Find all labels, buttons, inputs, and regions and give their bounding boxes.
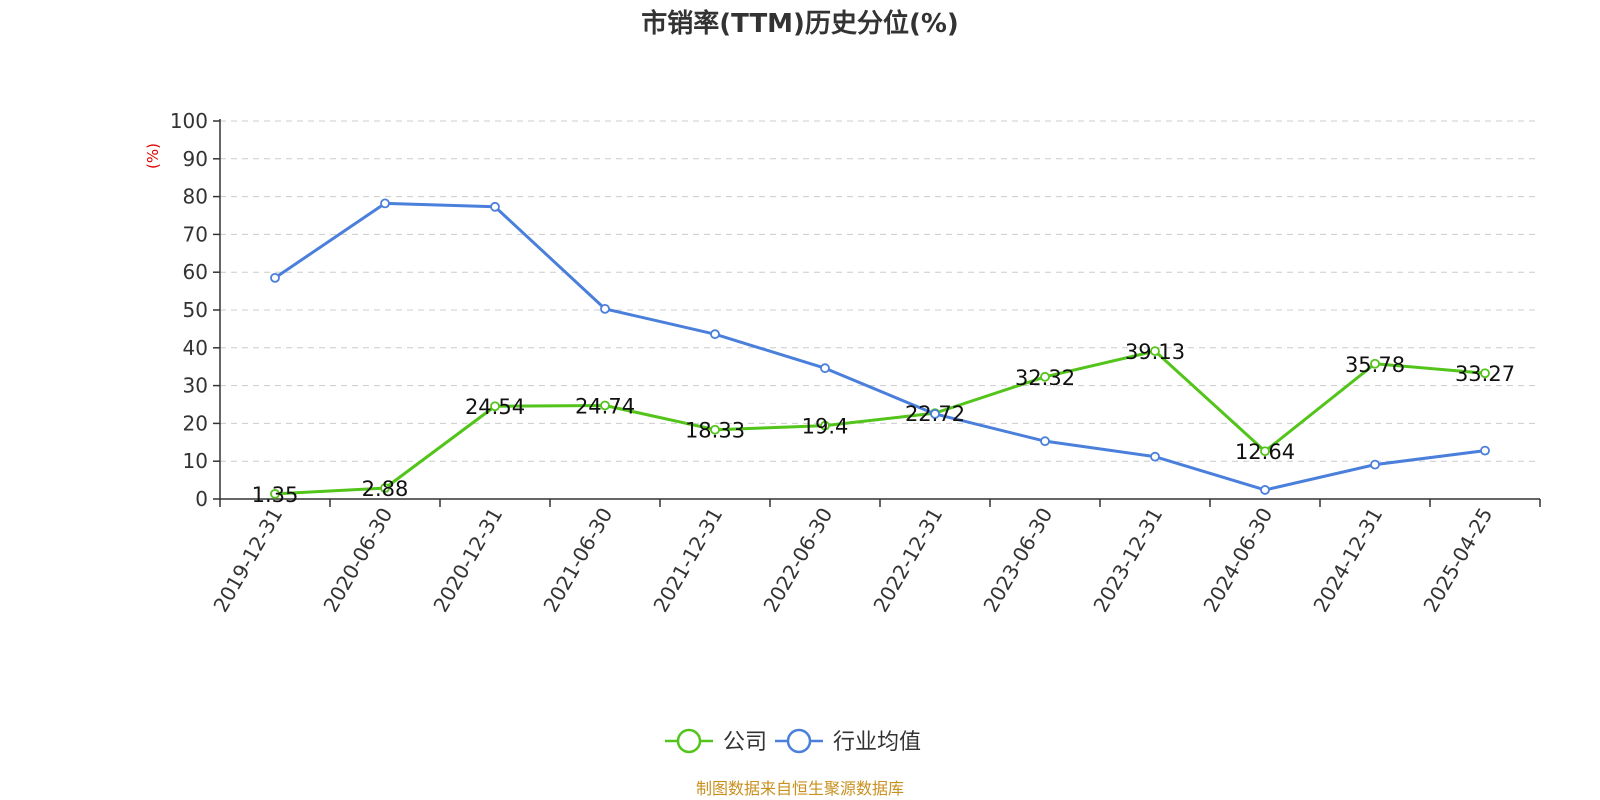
x-tick-label: 2022-12-31 bbox=[868, 504, 947, 617]
y-tick-label: 30 bbox=[183, 374, 208, 398]
data-label: 24.74 bbox=[575, 394, 635, 418]
series-line-1 bbox=[274, 201, 1486, 492]
y-tick-label: 20 bbox=[183, 411, 208, 435]
data-point-s0-5 bbox=[820, 420, 830, 431]
y-tick-label: 80 bbox=[183, 185, 208, 209]
data-label: 33.27 bbox=[1455, 362, 1515, 386]
data-point-s0-10 bbox=[1370, 358, 1380, 369]
y-tick-label: 70 bbox=[183, 222, 208, 246]
x-tick-label: 2021-12-31 bbox=[648, 504, 727, 617]
data-point-s1-9 bbox=[1260, 485, 1270, 495]
data-point-s0-0 bbox=[270, 488, 280, 499]
data-point-s0-2 bbox=[490, 401, 500, 412]
data-point-s0-3 bbox=[600, 400, 610, 411]
data-label: 1.35 bbox=[252, 483, 299, 507]
data-point-s1-0 bbox=[270, 272, 280, 283]
data-label: 18.33 bbox=[685, 419, 745, 443]
data-point-s0-8 bbox=[1150, 346, 1160, 356]
y-tick-label: 90 bbox=[183, 147, 208, 171]
data-label: 2.88 bbox=[362, 477, 409, 501]
data-point-s1-11 bbox=[1480, 445, 1490, 456]
legend-label: 行业均值 bbox=[833, 730, 921, 755]
y-tick-label: 100 bbox=[170, 109, 208, 133]
x-tick-label: 2024-12-31 bbox=[1308, 504, 1387, 617]
x-tick-label: 2023-12-31 bbox=[1088, 504, 1167, 617]
x-tick-label: 2025-04-25 bbox=[1418, 504, 1497, 617]
data-point-s0-7 bbox=[1040, 371, 1050, 382]
data-point-s1-3 bbox=[600, 303, 610, 314]
y-tick-label: 60 bbox=[183, 260, 208, 284]
grid-lines bbox=[220, 120, 1540, 462]
legend-swatch-marker bbox=[676, 728, 702, 754]
data-label: 12.64 bbox=[1235, 440, 1295, 464]
data-labels: 1.35 2.88 24.54 24.74 18.33 19.4 22.72 32.32 39.… bbox=[252, 340, 1515, 507]
data-point-s0-1 bbox=[380, 483, 390, 494]
data-point-s1-10 bbox=[1370, 459, 1380, 470]
axes: 0 10 20 30 40 50 60 70 80 90 100 2019-12-31 2020-06-… bbox=[170, 109, 1541, 617]
legend[interactable]: 公司 行业均值 bbox=[665, 728, 921, 755]
x-tick-label: 2024-06-30 bbox=[1198, 504, 1277, 617]
y-tick-label: 40 bbox=[183, 336, 208, 360]
data-point-s1-2 bbox=[490, 201, 500, 212]
legend-item-0[interactable]: 公司 bbox=[665, 728, 767, 755]
x-tick-label: 2022-06-30 bbox=[758, 504, 837, 617]
data-point-s1-5 bbox=[820, 363, 830, 374]
data-point-s0-11 bbox=[1480, 368, 1490, 379]
data-label: 35.78 bbox=[1345, 353, 1405, 377]
data-label: 39.13 bbox=[1125, 340, 1185, 364]
x-tick-label: 2019-12-31 bbox=[208, 504, 287, 617]
legend-label: 公司 bbox=[723, 730, 767, 755]
data-point-s1-1 bbox=[380, 198, 390, 209]
source-note: 制图数据来自恒生聚源数据库 bbox=[696, 779, 904, 798]
legend-item-1[interactable]: 行业均值 bbox=[775, 728, 921, 755]
data-point-s1-8 bbox=[1150, 451, 1160, 462]
series-lines bbox=[270, 198, 1490, 499]
data-point-s1-6 bbox=[930, 409, 940, 419]
x-tick-label: 2020-06-30 bbox=[318, 504, 397, 617]
y-tick-label: 0 bbox=[195, 487, 208, 511]
series-line-0 bbox=[274, 349, 1486, 496]
data-point-s0-9 bbox=[1260, 446, 1270, 457]
data-label: 22.72 bbox=[905, 402, 965, 426]
data-point-s1-7 bbox=[1040, 436, 1050, 447]
data-label: 24.54 bbox=[465, 395, 525, 419]
y-tick-label: 10 bbox=[183, 449, 208, 473]
x-tick-label: 2023-06-30 bbox=[978, 504, 1057, 617]
x-tick-label: 2021-06-30 bbox=[538, 504, 617, 617]
data-point-s0-4 bbox=[710, 424, 720, 435]
data-label: 32.32 bbox=[1015, 366, 1075, 390]
data-point-s1-4 bbox=[710, 329, 720, 340]
y-tick-label: 50 bbox=[183, 298, 208, 322]
data-label: 19.4 bbox=[802, 415, 849, 439]
chart-title: 市销率(TTM)历史分位(%) bbox=[641, 8, 959, 39]
legend-swatch-marker bbox=[786, 728, 812, 754]
y-axis-unit-label: (%) bbox=[144, 143, 162, 169]
x-tick-label: 2020-12-31 bbox=[428, 504, 507, 617]
